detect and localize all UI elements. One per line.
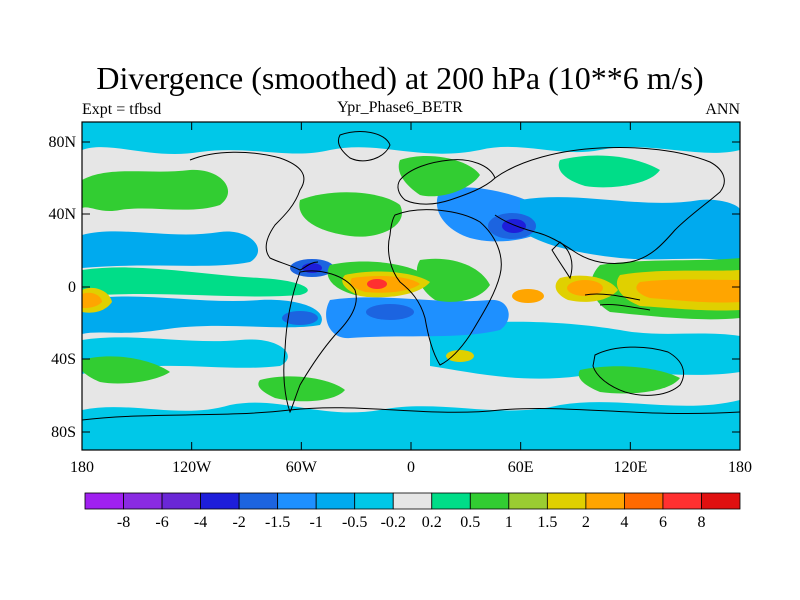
y-tick-label: 80N [48,134,76,151]
coast-indonesia [584,293,651,311]
field-africa-green [416,258,490,302]
field-wpac-orange [636,279,740,303]
field-npac-tongue-green [558,155,660,188]
x-tick-label: 0 [407,459,415,476]
field-natl-green [299,192,402,237]
colorbar-label: -1 [310,514,323,531]
coastlines [82,131,740,421]
colorbar-swatch [354,492,394,510]
colorbar-label: 8 [697,514,705,531]
colorbar-label: 0.5 [460,514,480,531]
field-npac-green [82,169,229,212]
x-axis: 180 120W 60W 0 60E 120E 180 [70,122,752,476]
colorbar-label: 4 [620,514,628,531]
field-core-spac [282,311,318,325]
colorbar-swatch [624,492,664,510]
y-tick-label: 40N [48,206,76,223]
experiment-label: Expt = tfbsd [82,101,162,118]
y-tick-label: 80S [51,424,76,441]
field-australia-green [578,366,680,394]
colorbar-label: 2 [582,514,590,531]
field-sam-yellow [446,350,474,362]
coast-south-america [283,270,357,414]
colorbar-label: -8 [117,514,130,531]
colorbar-swatch [546,492,587,510]
coast-australia [592,346,684,396]
case-label: Ypr_Phase6_BETR [337,99,463,116]
colorbar-label: 6 [659,514,667,531]
field-eq-blue-west [82,296,322,334]
colorbar-swatch [431,492,471,510]
colorbar: -8 -6 -4 -2 -1.5 -1 -0.5 -0.2 0.2 0.5 1 1.5 2 4 6 8 [84,492,741,531]
x-tick-label: 180 [70,459,94,476]
coast-antarctica [82,407,740,421]
field-core-satl [366,304,414,320]
field-africa-red [367,279,387,289]
field-atlantic-blue [326,297,509,339]
field-npac-blue [82,231,259,268]
coast-europe [397,159,496,205]
field-sam-south-green [258,376,345,402]
field-south-band [82,400,740,450]
colorbar-swatch [277,492,317,510]
colorbar-swatch [585,492,625,510]
field-indo-orange [512,289,544,303]
y-axis: 80N 40N 0 40S 80S [48,134,740,441]
coast-africa [387,209,502,366]
colorbar-swatch [469,492,510,510]
colorbar-label: -2 [232,514,245,531]
colorbar-label: -1.5 [265,514,290,531]
x-tick-label: 120E [613,459,647,476]
colorbar-swatch [508,492,548,510]
x-tick-label: 60E [508,459,534,476]
coast-asia [494,147,725,265]
divergence-field [82,122,740,450]
field-eq-green [82,267,308,297]
x-tick-label: 60W [286,459,318,476]
colorbar-swatch [315,492,356,510]
colorbar-label: -0.2 [381,514,406,531]
field-indian-cyan [430,321,740,379]
colorbar-label: 1.5 [537,514,557,531]
colorbar-swatch [84,492,124,510]
season-label: ANN [705,101,740,118]
field-eurasia-cyan [520,197,740,262]
colorbar-swatch [200,492,240,510]
coast-north-america [189,151,319,271]
colorbar-label: 0.2 [422,514,442,531]
colorbar-swatch [662,492,702,510]
colorbar-swatch [392,492,433,510]
y-tick-label: 0 [68,279,76,296]
coast-india [551,241,573,280]
colorbar-label: -4 [194,514,207,531]
colorbar-swatch [238,492,279,510]
x-tick-label: 180 [728,459,752,476]
field-epac-orange [82,292,102,308]
field-europe-green [398,155,480,197]
colorbar-label: -0.5 [342,514,367,531]
colorbar-swatch [701,492,741,510]
colorbar-swatch [161,492,201,510]
colorbar-swatch [123,492,163,510]
field-spac-green [82,356,170,384]
field-north-band [82,122,740,154]
colorbar-label: 1 [505,514,513,531]
field-maritime-orange [567,280,603,296]
colorbar-label: -6 [155,514,168,531]
plot-title: Divergence (smoothed) at 200 hPa (10**6 … [96,60,704,96]
coast-greenland [337,131,391,162]
x-tick-label: 120W [172,459,212,476]
y-tick-label: 40S [51,351,76,368]
